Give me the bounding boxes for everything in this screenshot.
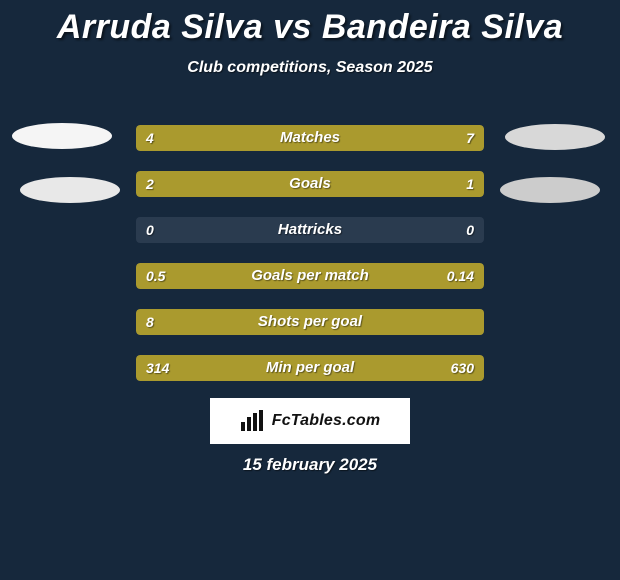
- stats-container: 47Matches 21Goals 00Hattricks 0.50.14Goals …: [136, 125, 484, 401]
- stat-row: 8Shots per goal: [136, 309, 484, 335]
- stat-row: 00Hattricks: [136, 217, 484, 243]
- player-left-badge-1: [12, 123, 112, 149]
- stat-row: 314630Min per goal: [136, 355, 484, 381]
- player-right-badge-2: [500, 177, 600, 203]
- stat-label: Shots per goal: [136, 309, 484, 335]
- fctables-logo: FcTables.com: [210, 398, 410, 444]
- stat-label: Goals: [136, 171, 484, 197]
- stat-row: 21Goals: [136, 171, 484, 197]
- stat-label: Min per goal: [136, 355, 484, 381]
- logo-text: FcTables.com: [272, 412, 381, 430]
- page-subtitle: Club competitions, Season 2025: [0, 59, 620, 77]
- stat-label: Matches: [136, 125, 484, 151]
- stat-label: Goals per match: [136, 263, 484, 289]
- player-left-badge-2: [20, 177, 120, 203]
- bar-chart-icon: [240, 410, 266, 432]
- stat-row: 47Matches: [136, 125, 484, 151]
- date-text: 15 february 2025: [0, 455, 620, 475]
- player-right-badge-1: [505, 124, 605, 150]
- stat-row: 0.50.14Goals per match: [136, 263, 484, 289]
- page-title: Arruda Silva vs Bandeira Silva: [0, 0, 620, 47]
- stat-label: Hattricks: [136, 217, 484, 243]
